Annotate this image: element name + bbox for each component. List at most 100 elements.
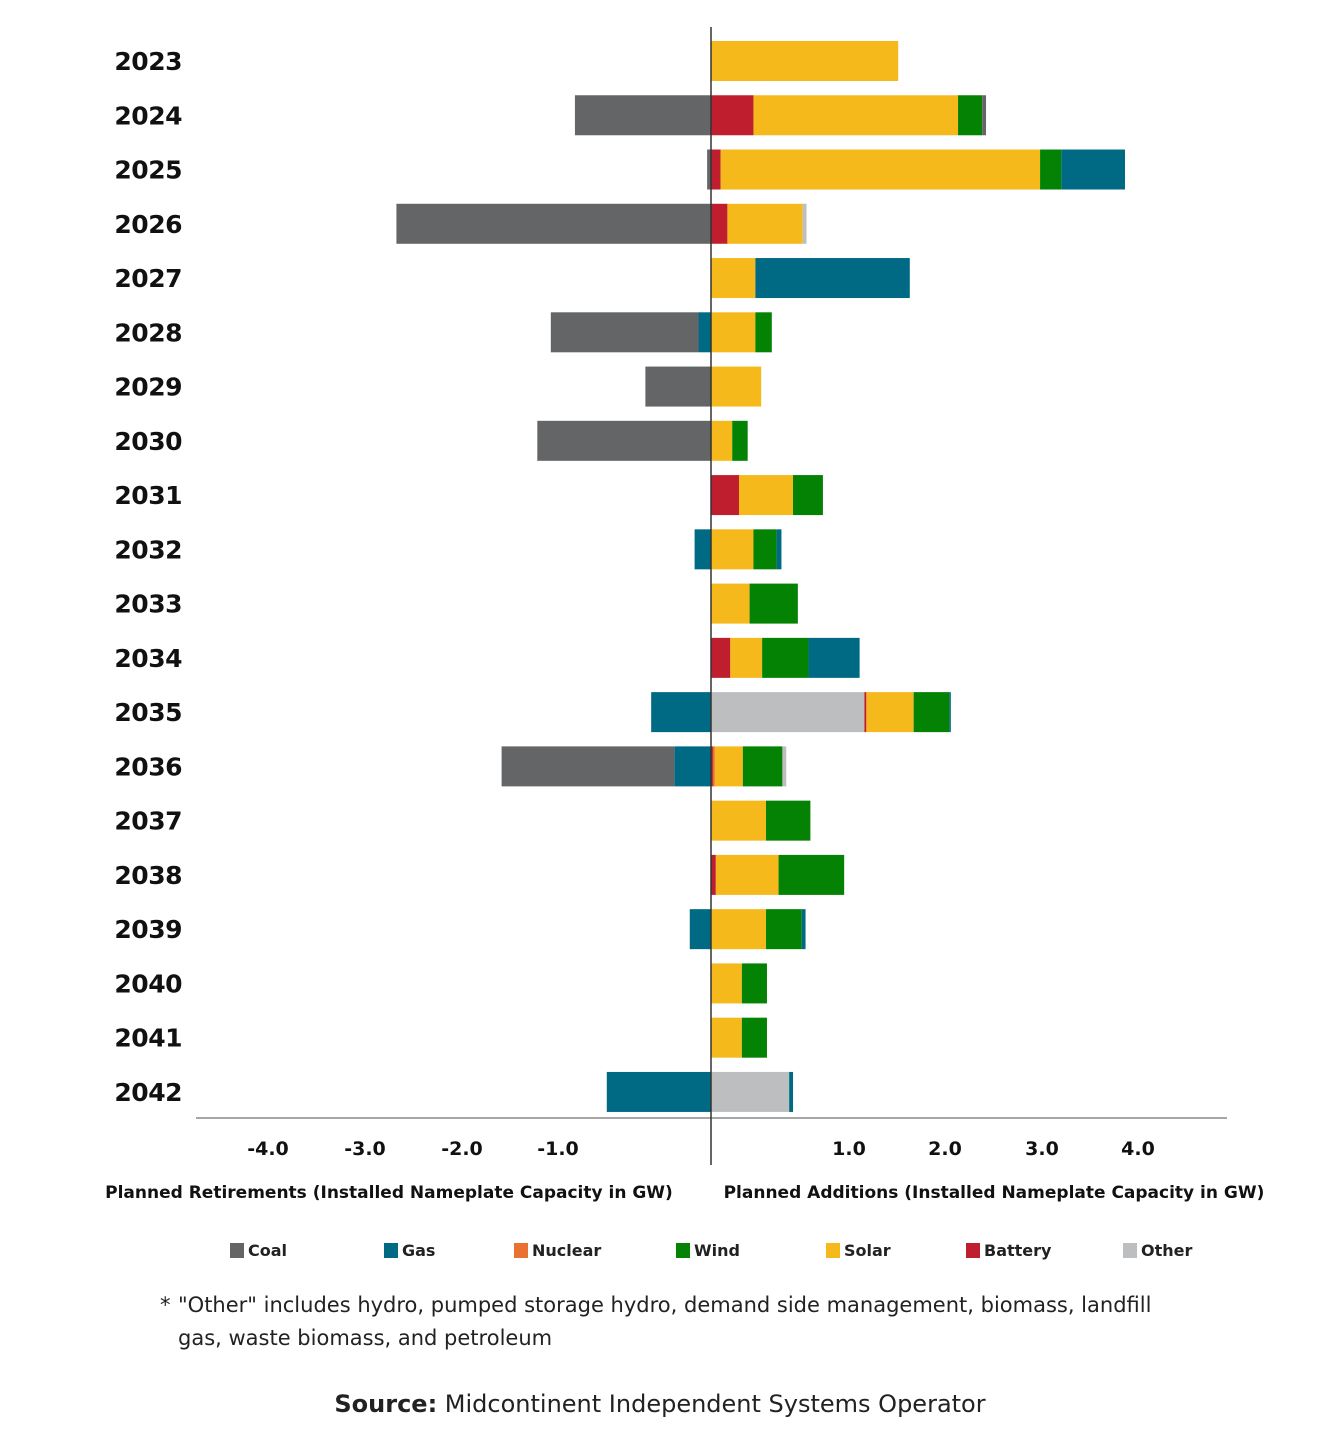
x-tick-label: 1.0: [832, 1138, 866, 1160]
x-axis-title-additions: Planned Additions (Installed Nameplate C…: [724, 1183, 1265, 1203]
source-label: Source:: [334, 1390, 438, 1418]
bar-segment-battery-addition: [711, 637, 731, 678]
bar-segment-solar-addition: [711, 1017, 742, 1058]
bar-segment-solar-addition: [715, 854, 779, 895]
bar-segment-wind-addition: [755, 312, 772, 353]
bar-segment-other-addition: [782, 746, 787, 787]
bars: [396, 41, 1125, 1112]
bar-segment-wind-addition: [766, 909, 802, 950]
bar-segment-gas-addition: [776, 529, 782, 570]
year-label: 2035: [114, 698, 182, 727]
footnote-line-1: "Other" includes hydro, pumped storage h…: [178, 1293, 1152, 1317]
year-label: 2041: [114, 1024, 182, 1053]
year-label: 2029: [114, 373, 182, 402]
bar-segment-wind-addition: [766, 800, 811, 841]
bar-segment-solar-addition: [720, 149, 1041, 190]
year-label: 2037: [114, 807, 182, 836]
year-label: 2038: [114, 861, 182, 890]
bar-segment-gas-addition: [755, 258, 910, 299]
x-tick-label: -4.0: [247, 1138, 289, 1160]
bar-segment-solar-addition: [753, 95, 959, 136]
year-label: 2023: [114, 47, 182, 76]
legend-item-coal: Coal: [230, 1241, 287, 1260]
legend-item-gas: Gas: [384, 1241, 435, 1260]
year-label: 2025: [114, 156, 182, 185]
bar-segment-gas-retirement: [689, 909, 711, 950]
bar-segment-solar-addition: [711, 800, 766, 841]
bar-segment-wind-addition: [913, 692, 950, 733]
x-tick-labels: -4.0 -3.0 -2.0 -1.0 1.0 2.0 3.0 4.0: [247, 1138, 1155, 1160]
legend-swatch: [514, 1243, 528, 1258]
year-label: 2033: [114, 590, 182, 619]
bar-segment-battery-addition: [711, 475, 739, 516]
legend-item-wind: Wind: [676, 1241, 740, 1260]
bar-segment-coal-retirement: [537, 420, 711, 461]
bar-segment-solar-addition: [730, 637, 763, 678]
bar-segment-wind-addition: [778, 854, 845, 895]
year-label: 2031: [114, 481, 182, 510]
source-credit: Source: Midcontinent Independent Systems…: [0, 1390, 1320, 1418]
legend: Coal Gas Nuclear Wind Solar Battery Other: [230, 1241, 1230, 1265]
bar-segment-wind-addition: [732, 420, 748, 461]
x-tick-label: 2.0: [928, 1138, 962, 1160]
x-axis-title-retirements: Planned Retirements (Installed Nameplate…: [105, 1183, 673, 1203]
bar-segment-solar-addition: [714, 746, 743, 787]
bar-segment-wind-addition: [793, 475, 823, 516]
year-labels: 2023 2024 2025 2026 2027 2028 2029 2030 2031 2032…: [114, 47, 182, 1107]
source-text: Midcontinent Independent Systems Operato…: [437, 1390, 986, 1418]
legend-label: Coal: [248, 1241, 288, 1260]
bar-segment-coal-retirement: [707, 149, 711, 190]
bar-segment-gas-addition: [789, 1071, 794, 1112]
bar-segment-other-addition: [802, 203, 807, 244]
bar-segment-coal-retirement: [645, 366, 711, 407]
year-label: 2034: [114, 644, 182, 673]
bar-segment-solar-addition: [711, 420, 733, 461]
bar-segment-other-addition: [711, 1071, 790, 1112]
year-label: 2040: [114, 969, 182, 998]
bar-segment-other-addition: [982, 95, 987, 136]
bar-segment-solar-addition: [711, 312, 756, 353]
bar-segment-solar-addition: [711, 909, 766, 950]
bar-segment-gas-addition: [949, 692, 951, 733]
x-tick-label: -1.0: [537, 1138, 579, 1160]
bar-segment-solar-addition: [711, 583, 750, 624]
legend-label: Battery: [984, 1241, 1052, 1260]
bar-segment-gas-addition: [808, 637, 860, 678]
bar-segment-gas-retirement: [674, 746, 711, 787]
footnote-asterisk: *: [160, 1293, 171, 1317]
year-label: 2026: [114, 210, 182, 239]
bar-segment-wind-addition: [741, 1017, 767, 1058]
year-label: 2032: [114, 535, 182, 564]
bar-segment-wind-addition: [762, 637, 809, 678]
bar-segment-battery-addition: [864, 692, 867, 733]
bar-segment-gas-retirement: [694, 529, 712, 570]
bar-segment-gas-addition: [801, 909, 806, 950]
bar-segment-coal-retirement: [396, 203, 711, 244]
bar-segment-battery-addition: [711, 203, 728, 244]
legend-swatch: [384, 1243, 398, 1258]
legend-swatch: [230, 1243, 244, 1258]
year-label: 2024: [114, 101, 182, 130]
legend-item-nuclear: Nuclear: [514, 1241, 601, 1260]
bar-segment-solar-addition: [711, 529, 754, 570]
bar-segment-gas-retirement: [651, 692, 711, 733]
bar-segment-gas-addition: [1061, 149, 1125, 190]
legend-label: Other: [1141, 1241, 1193, 1260]
bar-segment-nuclear-addition: [712, 746, 715, 787]
legend-label: Gas: [402, 1241, 436, 1260]
footnote-line-2: gas, waste biomass, and petroleum: [178, 1326, 553, 1350]
bar-segment-gas-retirement: [698, 312, 711, 353]
legend-item-other: Other: [1123, 1241, 1192, 1260]
legend-swatch: [676, 1243, 690, 1258]
bar-segment-wind-addition: [753, 529, 777, 570]
bar-segment-battery-addition: [711, 149, 721, 190]
x-tick-label: -3.0: [344, 1138, 386, 1160]
bar-segment-coal-retirement: [574, 95, 711, 136]
year-label: 2042: [114, 1078, 182, 1107]
bar-segment-gas-retirement: [606, 1071, 711, 1112]
bar-segment-wind-addition: [1040, 149, 1062, 190]
year-label: 2028: [114, 318, 182, 347]
legend-label: Wind: [694, 1241, 740, 1260]
bar-segment-solar-addition: [711, 41, 899, 81]
x-tick-label: -2.0: [441, 1138, 483, 1160]
